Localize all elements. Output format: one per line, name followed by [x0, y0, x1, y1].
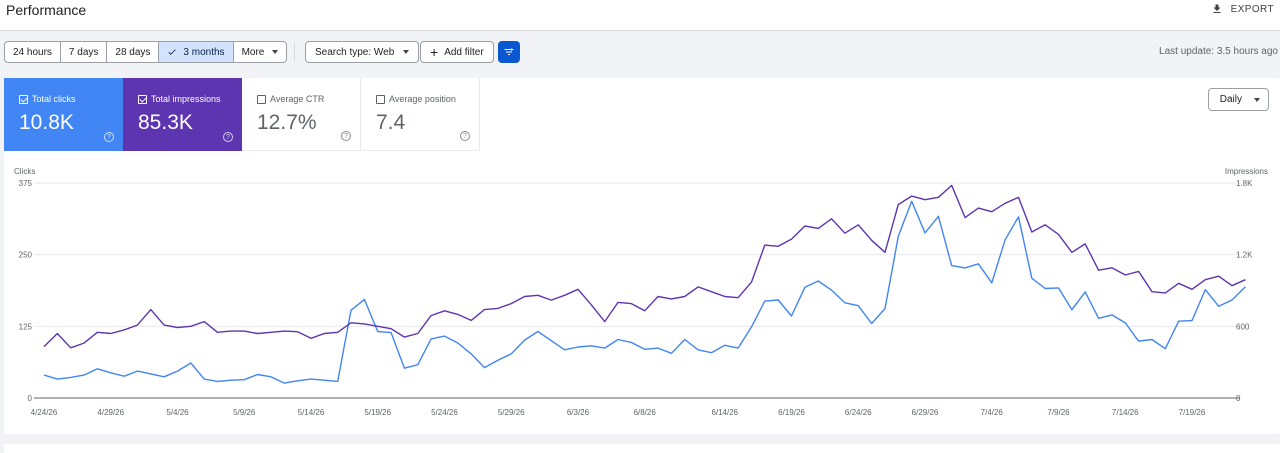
range-label: 3 months: [183, 46, 225, 58]
right-tick-label: 1.8K: [1236, 179, 1253, 188]
right-axis-title: Impressions: [1225, 167, 1268, 176]
download-icon: [1213, 4, 1221, 13]
x-tick-label: 5/9/26: [233, 408, 256, 417]
left-tick-label: 375: [19, 179, 33, 188]
checkbox-unchecked-icon[interactable]: [257, 94, 266, 104]
metric-label: Total impressions: [138, 94, 221, 104]
metric-label-text: Average position: [389, 94, 456, 104]
check-icon: [168, 49, 177, 55]
left-tick-label: 250: [19, 251, 33, 260]
x-tick-label: 4/29/26: [97, 408, 124, 417]
range-more-dropdown[interactable]: More: [234, 42, 287, 62]
plus-icon: +: [430, 44, 439, 60]
metric-label-text: Total impressions: [151, 94, 221, 104]
performance-panel: Total clicks 10.8K ? Total impressions 8…: [4, 78, 1280, 434]
right-tick-label: 600: [1236, 322, 1250, 331]
x-tick-label: 6/8/26: [634, 408, 657, 417]
add-filter-button[interactable]: + Add filter: [420, 41, 494, 63]
series-line-clicks: [43, 200, 1246, 384]
metric-label: Average CTR: [257, 94, 324, 104]
checkbox-checked-icon[interactable]: [19, 94, 28, 104]
search-type-label: Search type: Web: [315, 46, 395, 58]
range-label: 24 hours: [13, 46, 52, 58]
x-tick-label: 7/9/26: [1047, 408, 1070, 417]
search-type-dropdown[interactable]: Search type: Web: [305, 41, 420, 63]
x-tick-label: 5/24/26: [431, 408, 458, 417]
x-tick-label: 6/3/26: [567, 408, 590, 417]
range-label: More: [241, 46, 265, 58]
metric-card-total-clicks[interactable]: Total clicks 10.8K ?: [4, 78, 123, 151]
caret-down-icon: [403, 50, 410, 54]
add-filter-label: Add filter: [444, 46, 484, 58]
page-title: Performance: [6, 2, 87, 18]
range-7-days[interactable]: 7 days: [61, 42, 108, 62]
filter-settings-button[interactable]: [498, 41, 520, 63]
metric-label-text: Total clicks: [32, 94, 76, 104]
left-axis-title: Clicks: [14, 167, 35, 176]
granularity-dropdown[interactable]: Daily: [1207, 88, 1269, 111]
x-tick-label: 6/29/26: [912, 408, 939, 417]
granularity-label: Daily: [1219, 94, 1242, 105]
range-24-hours[interactable]: 24 hours: [5, 42, 61, 62]
export-label: EXPORT: [1230, 3, 1274, 15]
toolbar-divider: [294, 42, 295, 62]
x-tick-label: 6/19/26: [778, 408, 805, 417]
help-icon[interactable]: ?: [104, 132, 114, 142]
x-tick-label: 7/14/26: [1112, 408, 1139, 417]
x-tick-label: 4/24/26: [31, 408, 58, 417]
toolbar: 24 hours 7 days 28 days 3 months More Se…: [0, 32, 1280, 74]
performance-chart: Clicks Impressions 0 125 250 375 0 600 1.2K 1.8K 4…: [14, 167, 1268, 417]
help-icon[interactable]: ?: [460, 131, 470, 141]
metric-label-text: Average CTR: [270, 94, 325, 104]
checkbox-checked-icon[interactable]: [138, 94, 147, 104]
metric-label: Average position: [376, 94, 456, 104]
metric-value: 7.4: [376, 111, 406, 134]
metric-label: Total clicks: [19, 94, 76, 104]
metric-card-total-impressions[interactable]: Total impressions 85.3K ?: [123, 78, 242, 151]
x-tick-label: 5/19/26: [364, 408, 391, 417]
date-range-selector: 24 hours 7 days 28 days 3 months More: [4, 41, 288, 63]
right-tick-label: 1.2K: [1236, 251, 1253, 260]
metric-value: 10.8K: [19, 111, 74, 134]
page-header: Performance EXPORT: [0, 0, 1280, 31]
range-label: 28 days: [115, 46, 151, 58]
left-tick-label: 125: [19, 322, 33, 331]
metric-card-average-ctr[interactable]: Average CTR 12.7% ?: [242, 78, 361, 151]
help-icon[interactable]: ?: [341, 131, 351, 141]
caret-down-icon: [1254, 97, 1260, 102]
x-tick-label: 7/19/26: [1179, 408, 1206, 417]
filter-list-icon: [504, 48, 514, 55]
export-button[interactable]: EXPORT: [1211, 3, 1274, 15]
range-label: 7 days: [68, 46, 99, 58]
caret-down-icon: [272, 50, 279, 54]
metric-value: 12.7%: [257, 111, 317, 134]
x-tick-label: 5/14/26: [298, 408, 325, 417]
x-tick-label: 6/14/26: [711, 408, 738, 417]
last-update-text: Last update: 3.5 hours ago: [1159, 46, 1278, 57]
x-tick-label: 5/4/26: [166, 408, 189, 417]
x-tick-label: 6/24/26: [845, 408, 872, 417]
left-tick-label: 0: [28, 394, 33, 403]
metric-value: 85.3K: [138, 111, 193, 134]
help-icon[interactable]: ?: [223, 132, 233, 142]
metric-card-average-position[interactable]: Average position 7.4 ?: [361, 78, 480, 151]
checkbox-unchecked-icon[interactable]: [376, 94, 385, 104]
x-tick-label: 7/4/26: [981, 408, 1004, 417]
series-line-impressions: [43, 184, 1246, 349]
x-tick-label: 5/29/26: [498, 408, 525, 417]
next-panel-edge: [4, 444, 1280, 453]
right-tick-label: 0: [1236, 394, 1241, 403]
range-3-months[interactable]: 3 months: [159, 42, 234, 62]
range-28-days[interactable]: 28 days: [107, 42, 160, 62]
